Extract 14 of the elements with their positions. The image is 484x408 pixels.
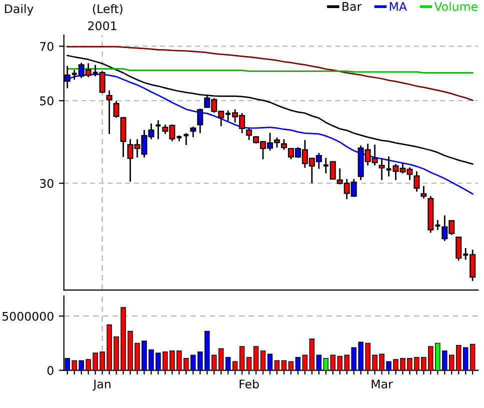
y-tick-label: 50 — [40, 96, 54, 106]
text: Volume — [434, 2, 478, 11]
y-tick-label: 30 — [40, 179, 54, 188]
ref-line-label: 2001 — [88, 21, 116, 30]
y-tick-label: 0 — [47, 366, 54, 375]
chart-subtitle: (Left) — [92, 4, 122, 15]
chart-title: Daily — [5, 4, 34, 16]
x-tick-label: Feb — [240, 379, 259, 388]
x-tick-label: Jan — [92, 380, 110, 391]
legend-label: MA — [390, 2, 407, 11]
legend-label: Bar — [342, 2, 362, 11]
x-tick-label: Mar — [372, 380, 393, 388]
y-tick-label: 5000000 — [2, 312, 54, 321]
y-tick-label: 70 — [40, 42, 54, 51]
